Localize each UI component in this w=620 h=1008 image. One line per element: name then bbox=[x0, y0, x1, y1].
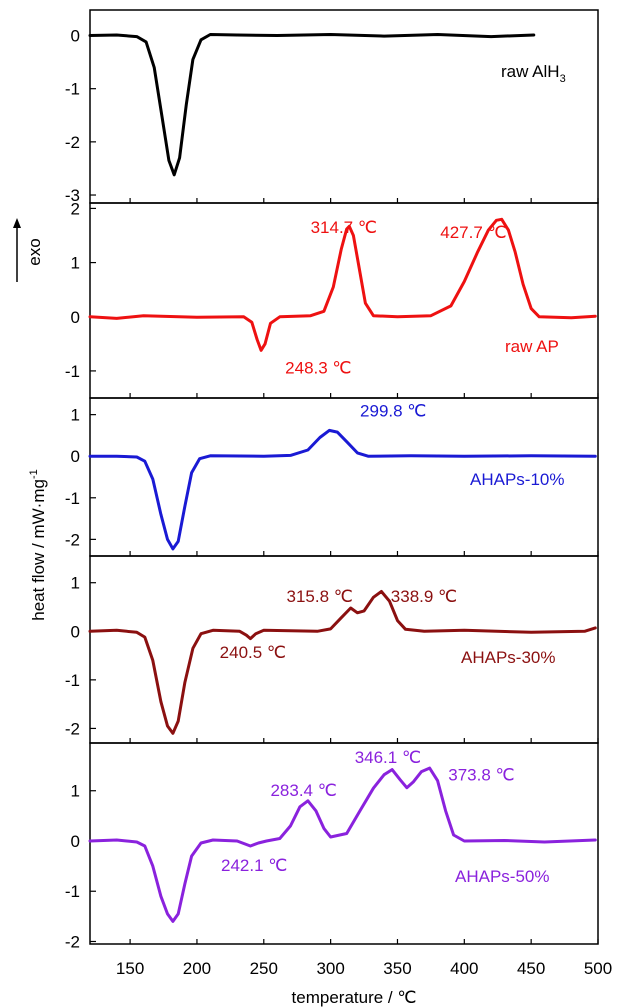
y-tick-label: -2 bbox=[65, 133, 80, 152]
y-tick-label: 0 bbox=[71, 27, 80, 46]
y-tick-label: 0 bbox=[71, 447, 80, 466]
series-name-subscript: 3 bbox=[560, 73, 566, 85]
series-name-label: raw AlH3 bbox=[501, 62, 566, 85]
y-tick-label: -2 bbox=[65, 530, 80, 549]
panel-4: 1 0 -1 -2 AHAPs-30% 315.8 ℃ 338.9 ℃ 240.5 ℃ bbox=[65, 555, 599, 744]
x-tick-label: 350 bbox=[383, 959, 411, 978]
peak-annotation: 283.4 ℃ bbox=[270, 781, 336, 800]
x-tick-label: 400 bbox=[450, 959, 478, 978]
x-tick-label: 150 bbox=[116, 959, 144, 978]
exo-arrow-head bbox=[13, 218, 21, 228]
panel-5: 1 0 -1 -2 AHAPs-50% 283.4 ℃ 346.1 ℃ 373.8 ℃ 242.… bbox=[65, 742, 599, 951]
peak-annotation: 315.8 ℃ bbox=[287, 587, 353, 606]
y-tick-label: -2 bbox=[65, 719, 80, 738]
x-axis: 150 200 250 300 350 400 450 500 bbox=[116, 959, 612, 978]
y-tick-label: 1 bbox=[71, 782, 80, 801]
peak-annotation: 346.1 ℃ bbox=[355, 748, 421, 767]
exo-indicator: exo bbox=[13, 218, 44, 282]
peak-annotation: 240.5 ℃ bbox=[220, 643, 286, 662]
series-line bbox=[88, 428, 597, 551]
series-name-label: raw AP bbox=[505, 337, 559, 356]
y-axis-label: heat flow / mW·mg bbox=[29, 479, 48, 621]
peak-annotation: 314.7 ℃ bbox=[311, 218, 377, 237]
panel-frame bbox=[89, 9, 599, 204]
y-tick-label: -1 bbox=[65, 671, 80, 690]
peak-annotation: 338.9 ℃ bbox=[391, 587, 457, 606]
series-line bbox=[88, 217, 597, 352]
x-tick-label: 450 bbox=[517, 959, 545, 978]
svg-text:heat flow / mW·mg-1: heat flow / mW·mg-1 bbox=[28, 469, 48, 620]
y-tick-label: 0 bbox=[71, 832, 80, 851]
peak-annotation: 427.7 ℃ bbox=[440, 223, 506, 242]
panels-layer: 0 -1 -2 -3 raw AlH3 2 1 0 -1 raw AP 314.7 ℃ 427.7 ℃… bbox=[65, 9, 599, 951]
x-axis-label: temperature / ℃ bbox=[292, 988, 417, 1007]
x-tick-label: 300 bbox=[316, 959, 344, 978]
y-axis-label-superscript: -1 bbox=[28, 469, 40, 479]
x-tick-label: 250 bbox=[250, 959, 278, 978]
x-tick-label: 500 bbox=[584, 959, 612, 978]
y-tick-label: 0 bbox=[71, 308, 80, 327]
y-tick-label: 1 bbox=[71, 574, 80, 593]
series-line bbox=[88, 33, 536, 177]
y-tick-label: 1 bbox=[71, 254, 80, 273]
panel-3: 1 0 -1 -2 AHAPs-10% 299.8 ℃ bbox=[65, 397, 599, 557]
y-tick-label: -1 bbox=[65, 489, 80, 508]
y-tick-label: -1 bbox=[65, 362, 80, 381]
series-name-label: AHAPs-30% bbox=[461, 648, 555, 667]
panel-2: 2 1 0 -1 raw AP 314.7 ℃ 427.7 ℃ 248.3 ℃ bbox=[65, 199, 599, 399]
peak-annotation: 373.8 ℃ bbox=[448, 766, 514, 785]
y-tick-label: 0 bbox=[71, 622, 80, 641]
series-line bbox=[88, 766, 597, 923]
peak-annotation: 248.3 ℃ bbox=[285, 359, 351, 378]
y-tick-label: -3 bbox=[65, 186, 80, 205]
panel-1: 0 -1 -2 -3 raw AlH3 bbox=[65, 9, 599, 205]
y-axis-label-group: heat flow / mW·mg-1 bbox=[28, 469, 48, 620]
exo-label: exo bbox=[25, 238, 44, 265]
peak-annotation: 242.1 ℃ bbox=[221, 856, 287, 875]
y-tick-label: -2 bbox=[65, 932, 80, 951]
y-tick-label: 2 bbox=[71, 199, 80, 218]
series-line bbox=[88, 590, 597, 735]
series-name-label: AHAPs-10% bbox=[470, 470, 564, 489]
series-name-label: AHAPs-50% bbox=[455, 867, 549, 886]
panel-frame bbox=[89, 742, 599, 945]
x-tick-label: 200 bbox=[183, 959, 211, 978]
y-tick-label: -1 bbox=[65, 80, 80, 99]
y-tick-label: -1 bbox=[65, 882, 80, 901]
y-tick-label: 1 bbox=[71, 406, 80, 425]
peak-annotation: 299.8 ℃ bbox=[360, 402, 426, 421]
